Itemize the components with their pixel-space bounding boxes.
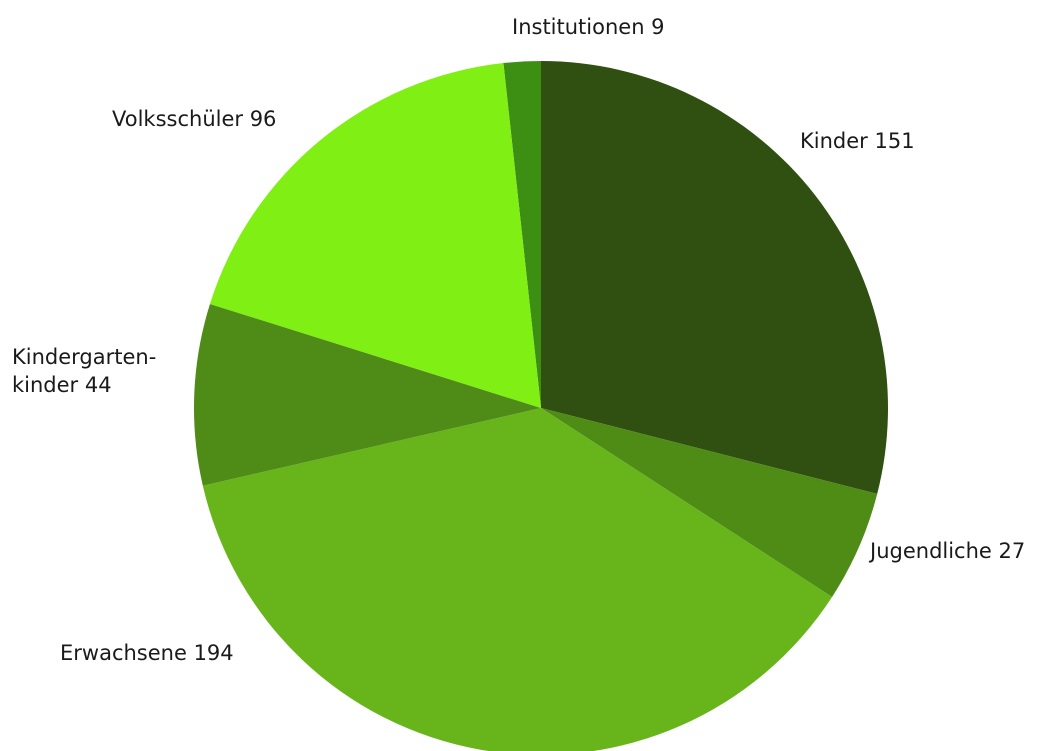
pie-slice-volkssch-ler [209,63,541,408]
slice-label-jugendliche: Jugendliche 27 [868,539,1025,563]
slice-label-line: Jugendliche 27 [868,539,1025,563]
slice-label-institutionen: Institutionen 9 [512,15,665,39]
slice-label-line: Volksschüler 96 [112,107,276,131]
slice-label-line: Institutionen 9 [512,15,665,39]
slice-label-line: kinder 44 [12,373,112,397]
slice-label-kindergartenkinder: Kindergarten-kinder 44 [12,345,156,397]
slice-label-line: Erwachsene 194 [60,641,234,665]
pie-slices [193,61,888,751]
slice-label-volkssch-ler: Volksschüler 96 [112,107,276,131]
pie-slice-jugendliche [541,408,878,597]
slice-label-line: Kinder 151 [800,129,915,153]
pie-slice-kindergartenkinder [193,303,541,486]
slice-label-line: Kindergarten- [12,345,156,369]
slice-label-kinder: Kinder 151 [800,129,915,153]
pie-slice-institutionen [503,61,541,408]
pie-slice-erwachsene [202,408,833,751]
pie-labels: Institutionen 9 Kinder 151 Jugendliche 27 E… [12,15,1025,665]
slice-label-erwachsene: Erwachsene 194 [60,641,234,665]
pie-slice-kinder [541,61,888,494]
